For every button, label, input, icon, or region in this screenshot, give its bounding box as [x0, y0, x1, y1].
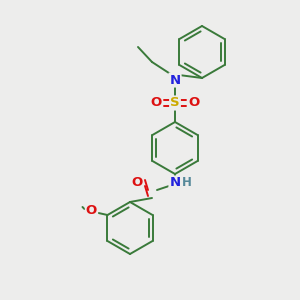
Text: O: O [150, 97, 162, 110]
Text: O: O [188, 97, 200, 110]
Text: O: O [131, 176, 142, 190]
Text: S: S [170, 97, 180, 110]
Text: N: N [169, 74, 181, 86]
Text: O: O [86, 205, 97, 218]
Text: H: H [182, 176, 192, 190]
Text: N: N [169, 176, 181, 190]
